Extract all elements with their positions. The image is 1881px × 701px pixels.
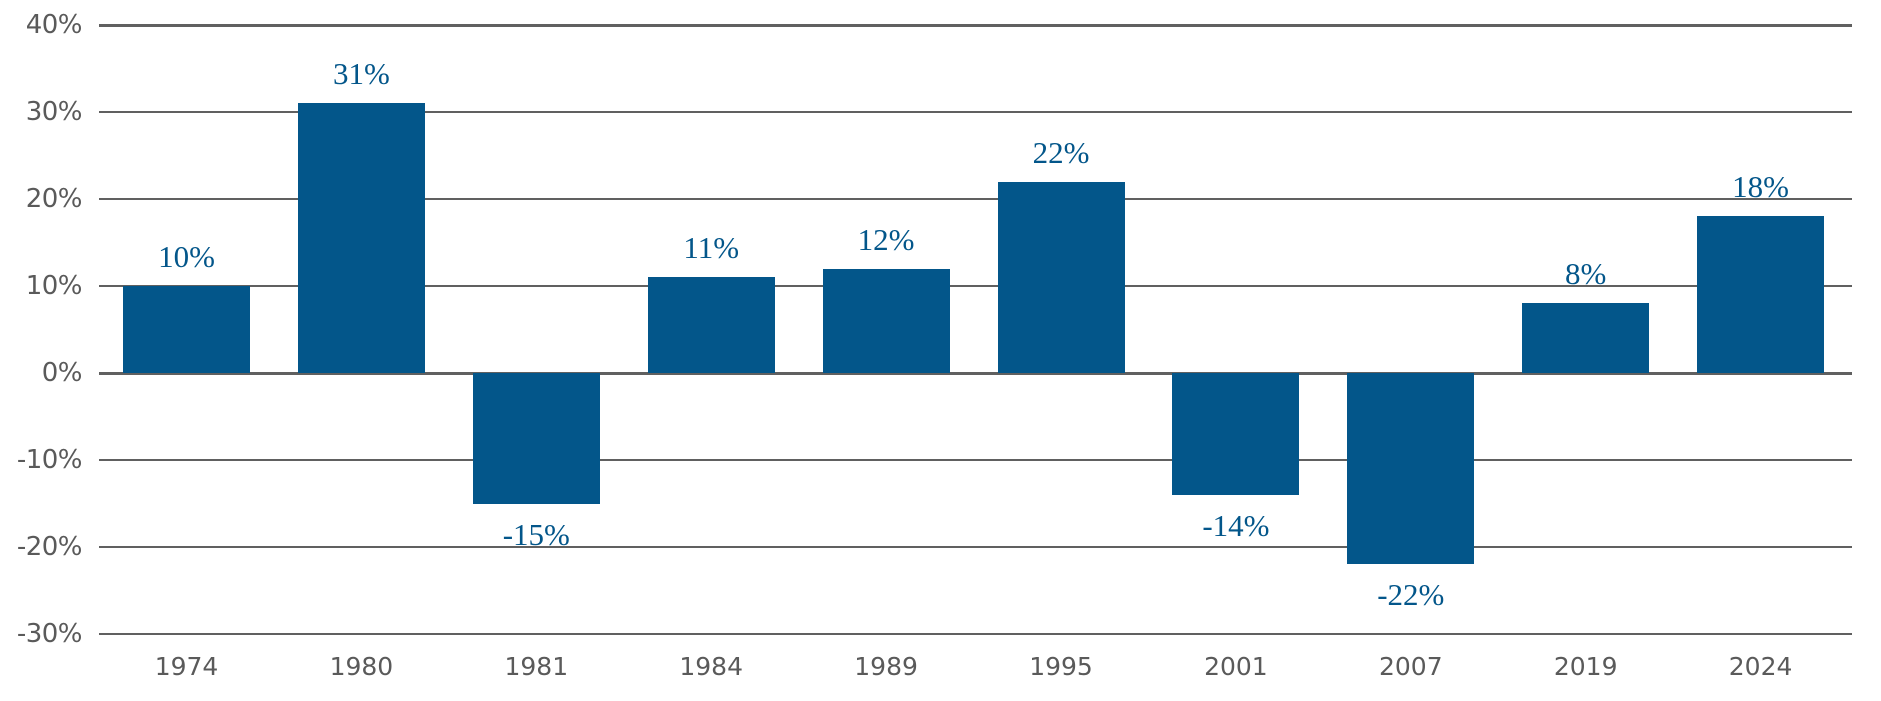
y-tick-label: -20%	[16, 532, 83, 562]
x-tick-label: 1974	[154, 652, 219, 681]
x-tick-label: 1989	[854, 652, 918, 681]
x-tick-label: 1995	[1029, 652, 1093, 681]
y-tick-label: 40%	[25, 10, 83, 40]
data-label: -14%	[1202, 507, 1270, 543]
bar-1981	[472, 373, 600, 504]
data-label: 18%	[1732, 169, 1789, 205]
y-tick-label: 30%	[25, 97, 83, 127]
gridline	[99, 546, 1852, 548]
x-tick-label: 2019	[1553, 652, 1618, 681]
data-label: 12%	[857, 221, 915, 257]
x-tick-label: 1984	[679, 652, 743, 681]
gridline	[99, 111, 1852, 113]
data-label: 11%	[683, 230, 740, 266]
x-tick-label: 2001	[1204, 652, 1268, 681]
data-label: 8%	[1565, 256, 1607, 292]
bar-2019	[1522, 303, 1650, 373]
gridline	[99, 459, 1852, 461]
y-tick-label: 20%	[25, 184, 83, 214]
bar-1989	[822, 268, 950, 373]
bar-1974	[123, 286, 250, 373]
gridline	[99, 372, 1852, 375]
y-tick-label: 0%	[41, 358, 83, 388]
y-tick-label: -30%	[16, 619, 83, 649]
bar-2001	[1172, 373, 1300, 495]
y-tick-label: -10%	[16, 445, 83, 475]
data-label: 22%	[1032, 134, 1090, 170]
x-tick-label: 2024	[1728, 652, 1793, 681]
bar-2024	[1697, 216, 1825, 373]
data-label: -22%	[1377, 577, 1445, 613]
x-tick-label: 2007	[1378, 652, 1443, 681]
bar-2007	[1347, 373, 1475, 565]
gridline	[99, 24, 1852, 27]
bar-1995	[997, 181, 1125, 373]
data-label: 10%	[158, 239, 215, 274]
gridline	[99, 198, 1852, 200]
bar-1980	[297, 103, 425, 373]
x-tick-label: 1980	[329, 652, 394, 681]
bar-1984	[647, 277, 775, 373]
x-tick-label: 1981	[504, 652, 569, 681]
gridline	[99, 285, 1852, 287]
gridline	[99, 633, 1852, 635]
data-label: -15%	[502, 516, 570, 552]
y-tick-label: 10%	[25, 271, 83, 301]
data-label: 31%	[332, 56, 390, 92]
